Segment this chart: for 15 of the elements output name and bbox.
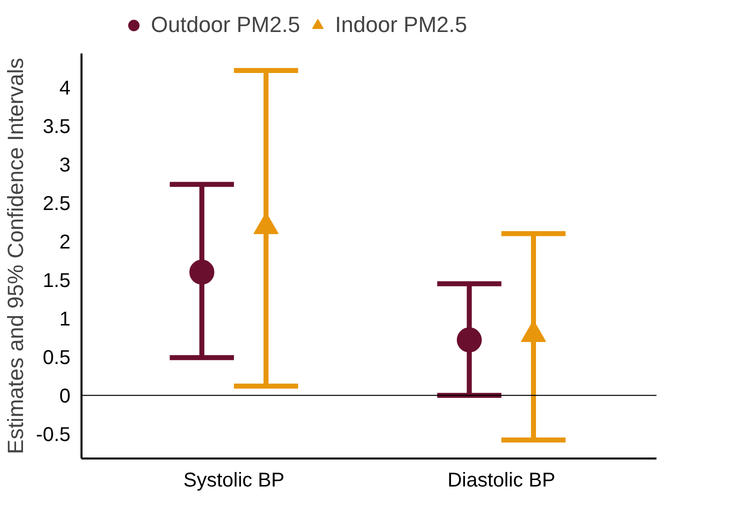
y-tick-label: 0.5 xyxy=(42,346,71,369)
y-tick-label: 0 xyxy=(59,385,70,408)
x-tick-label: Diastolic BP xyxy=(447,470,556,492)
y-tick-label: 2 xyxy=(59,231,70,254)
y-tick-label: 2.5 xyxy=(42,192,71,215)
y-tick-label: 1 xyxy=(59,308,70,330)
x-tick-label: Systolic BP xyxy=(183,470,285,492)
y-tick-label: 4 xyxy=(59,77,70,100)
legend-label: Outdoor PM2.5 xyxy=(150,12,300,38)
y-tick-label: 3 xyxy=(59,154,70,176)
legend-label: Indoor PM2.5 xyxy=(335,12,468,38)
y-tick-label: 1.5 xyxy=(42,270,71,292)
y-tick-label: 3.5 xyxy=(42,116,71,138)
y-axis-title: Estimates and 95% Confidence Intervals xyxy=(3,58,28,454)
y-tick-label: -0.5 xyxy=(36,424,71,446)
